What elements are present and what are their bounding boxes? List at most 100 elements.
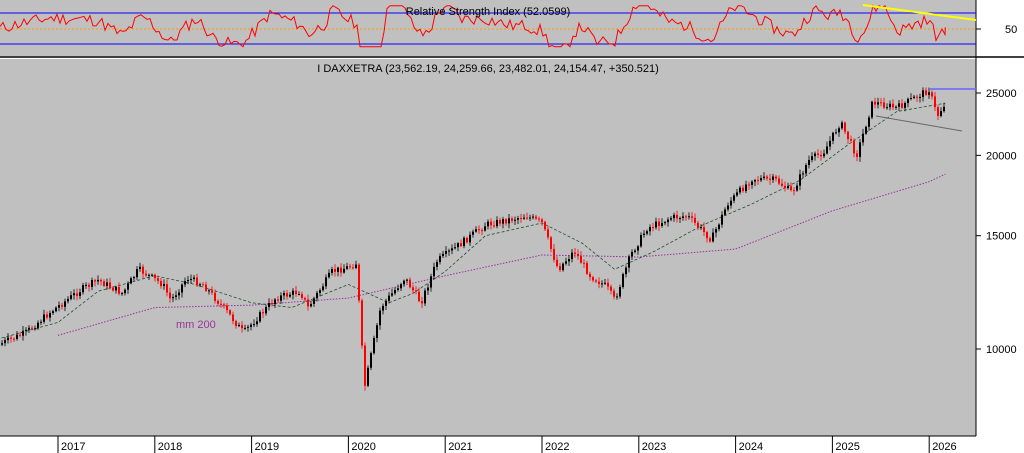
candle-body (850, 139, 852, 141)
candle-body (25, 329, 27, 331)
candle-body (253, 324, 255, 326)
candle-body (157, 278, 159, 281)
candle-body (460, 243, 462, 247)
candle-body (52, 311, 54, 314)
candle-body (580, 256, 582, 263)
candle-body (208, 290, 210, 292)
candle-body (421, 301, 423, 304)
candle-body (76, 293, 78, 296)
candle-body (190, 279, 192, 281)
x-axis: 2017 2018 2019 2020 2021 2022 2023 2024 2025 2026 (57, 436, 957, 453)
candle-body (943, 106, 945, 112)
candle-body (880, 102, 882, 104)
x-tick-label: 2026 (932, 441, 956, 453)
candle-body (925, 90, 927, 95)
candle-body (199, 284, 201, 286)
candle-body (187, 279, 189, 282)
candle-body (355, 264, 357, 269)
candle-body (82, 285, 84, 293)
candle-body (829, 140, 831, 147)
candle-body (736, 192, 738, 196)
candle-body (307, 299, 309, 307)
candle-body (31, 327, 33, 329)
candle-body (40, 321, 42, 323)
x-tick-label: 2019 (255, 441, 279, 453)
candle-body (901, 103, 903, 108)
candle-body (541, 219, 543, 222)
x-tick-label: 2020 (351, 441, 375, 453)
candle-body (595, 280, 597, 282)
price-panel-background (0, 59, 976, 436)
candle-body (892, 103, 894, 108)
candle-body (331, 268, 333, 273)
candle-body (844, 122, 846, 132)
candle-body (448, 250, 450, 252)
candle-body (259, 312, 261, 322)
candle-body (748, 184, 750, 186)
y-tick-label: 25000 (986, 88, 1017, 100)
candle-body (325, 277, 327, 287)
candle-body (37, 322, 39, 329)
candle-body (103, 281, 105, 286)
candle-body (505, 219, 507, 224)
candle-body (385, 300, 387, 306)
candle-body (484, 226, 486, 231)
candle-body (55, 307, 57, 312)
candle-body (631, 251, 633, 257)
candle-body (679, 218, 681, 220)
candle-body (328, 272, 330, 278)
candle-body (640, 235, 642, 247)
candle-body (139, 266, 141, 270)
candle-body (919, 96, 921, 98)
candle-body (685, 216, 687, 218)
candle-body (718, 224, 720, 230)
candle-body (934, 96, 936, 108)
candle-body (265, 307, 267, 314)
candle-body (733, 195, 735, 201)
candle-body (877, 102, 879, 105)
candle-body (862, 133, 864, 143)
candle-body (361, 300, 363, 346)
candle-body (511, 218, 513, 221)
candle-body (340, 267, 342, 273)
candle-body (106, 282, 108, 286)
candle-body (346, 266, 348, 269)
candle-body (652, 227, 654, 229)
candle-body (772, 176, 774, 180)
candle-body (391, 293, 393, 296)
candle-body (697, 222, 699, 228)
x-tick-label: 2017 (61, 441, 85, 453)
candle-body (229, 310, 231, 315)
price-title: I DAXXETRA (23,562.19, 24,259.66, 23,482… (317, 63, 659, 75)
candle-body (583, 262, 585, 264)
candle-body (130, 278, 132, 284)
rsi-tick-50: 50 (1005, 24, 1017, 36)
candle-body (712, 232, 714, 242)
candle-body (598, 281, 600, 284)
candle-body (937, 107, 939, 116)
x-tick-label: 2025 (835, 441, 859, 453)
candle-body (166, 284, 168, 293)
candle-body (928, 92, 930, 95)
candle-body (388, 295, 390, 301)
candle-body (142, 266, 144, 274)
candle-body (274, 299, 276, 305)
candle-body (112, 287, 114, 291)
candle-body (184, 281, 186, 285)
y-tick-label: 15000 (986, 231, 1017, 243)
candle-body (400, 284, 402, 289)
candle-body (808, 159, 810, 166)
candle-body (508, 218, 510, 224)
candle-body (490, 221, 492, 226)
candle-body (487, 221, 489, 227)
candle-body (727, 205, 729, 210)
candle-body (592, 277, 594, 281)
ma-200-label: mm 200 (176, 319, 216, 331)
candle-body (790, 186, 792, 191)
candle-body (316, 292, 318, 299)
candle-body (784, 185, 786, 189)
candle-body (478, 229, 480, 231)
candle-body (394, 289, 396, 294)
candle-body (913, 96, 915, 99)
candle-body (742, 187, 744, 192)
